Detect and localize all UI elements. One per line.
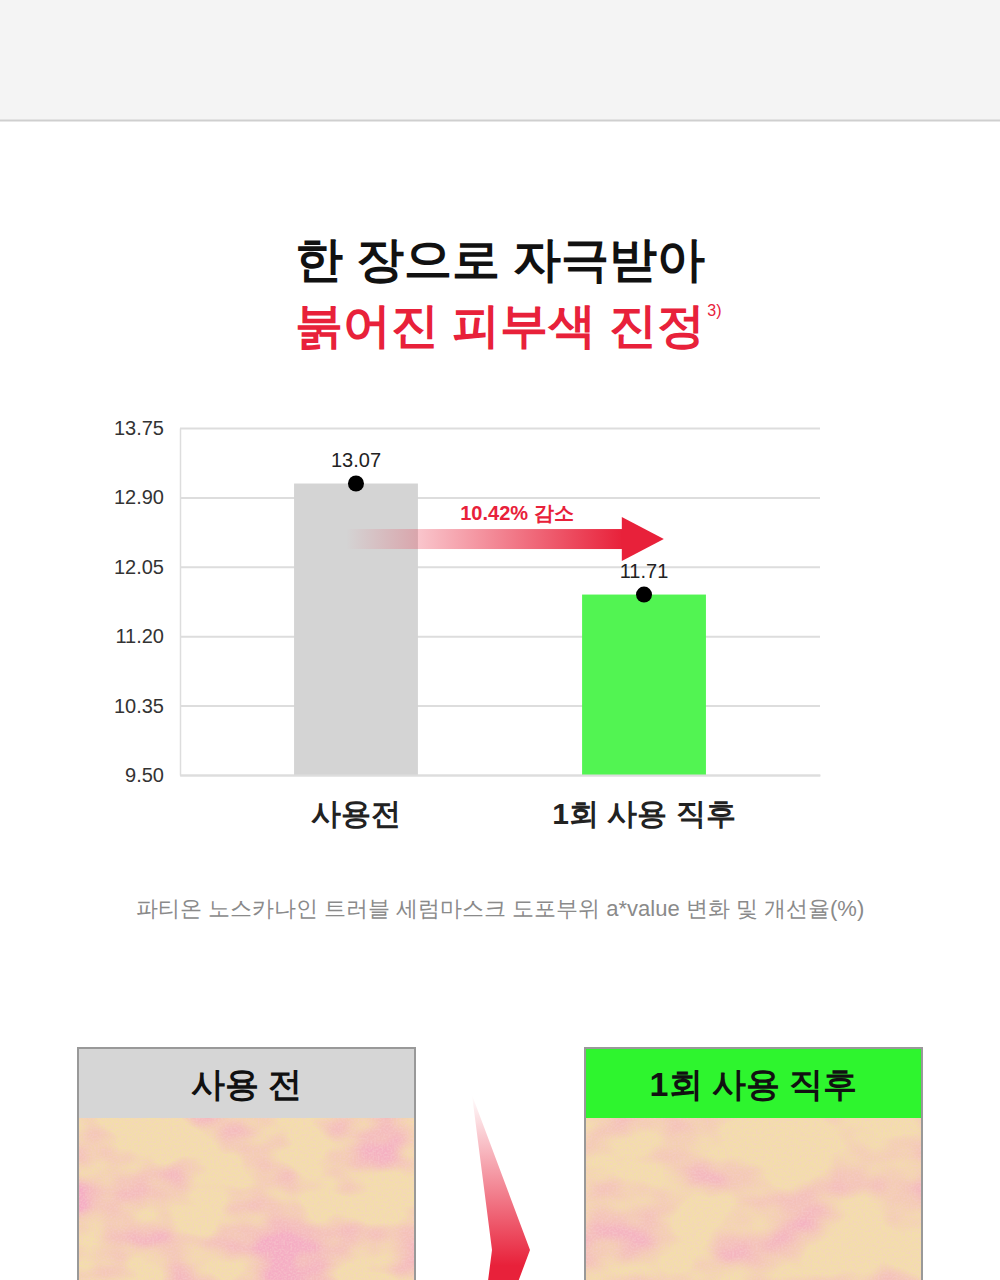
panel-frame (585, 1048, 922, 1280)
grid-line (180, 636, 820, 638)
page: 한 장으로 자극받아붉어진 피부색 진정3) 9.50 10.35 11.20 12.0… (0, 0, 1000, 1280)
plot-area (294, 476, 706, 775)
chevron (472, 1095, 530, 1280)
value-dot (348, 476, 364, 492)
footnote-mark: 3) (707, 302, 721, 319)
y-tick-label: 9.50 (125, 764, 164, 786)
x-axis-line (181, 775, 821, 777)
x-axis: 사용전 1회 사용 직후 (181, 775, 821, 830)
photo (78, 1118, 415, 1280)
x-tick: 사용전 (311, 775, 401, 830)
x-tick-label: 1회 사용 직후 (552, 797, 735, 830)
subtitle: 붉어진 피부색 진정 (295, 299, 706, 352)
x-tick-label: 사용전 (311, 797, 401, 830)
arrow-shaft (346, 529, 623, 549)
y-tick: 10.35 (114, 695, 820, 717)
y-tick-label: 10.35 (114, 695, 164, 717)
panel-label: 1회 사용 직후 (650, 1065, 858, 1103)
panel-label: 사용 전 (191, 1065, 302, 1103)
header-border (0, 120, 1000, 122)
panel-frame (78, 1048, 415, 1280)
grid-line (180, 775, 820, 777)
arrow-head (622, 517, 664, 561)
y-tick-label: 12.90 (114, 486, 164, 508)
y-tick: 11.20 (115, 625, 820, 647)
grid-line (180, 497, 820, 499)
caption: 파티온 노스카나인 트러블 세럼마스크 도포부위 a*value 변화 및 개선… (136, 896, 865, 921)
grid-line (180, 428, 820, 430)
y-tick-label: 11.20 (115, 625, 164, 647)
y-tick-label: 12.05 (114, 556, 164, 578)
grid-line (180, 705, 820, 707)
title: 한 장으로 자극받아 (295, 233, 706, 286)
data-label: 11.71 (620, 560, 669, 582)
photo-texture (585, 1118, 922, 1280)
annotation: 10.42% 감소 (460, 502, 573, 524)
y-axis: 9.50 10.35 11.20 12.05 12.90 13.75 (114, 417, 820, 786)
header-strip (0, 0, 1000, 120)
y-tick: 13.75 (114, 417, 820, 439)
photo-panel: 1회 사용 직후 (585, 1048, 922, 1280)
y-tick: 12.05 (114, 556, 820, 578)
photo-texture (78, 1118, 415, 1280)
x-tick: 1회 사용 직후 (552, 775, 735, 830)
bar (294, 484, 418, 775)
photo (585, 1118, 922, 1280)
panel-header (585, 1048, 922, 1118)
data-label: 13.07 (331, 449, 381, 471)
photo-panel: 사용 전 (78, 1048, 415, 1280)
y-tick-label: 13.75 (114, 417, 164, 439)
y-axis-line (180, 429, 182, 776)
grid-line (180, 566, 820, 568)
panel-header (78, 1048, 415, 1118)
y-tick: 9.50 (125, 764, 820, 786)
bar (582, 595, 706, 775)
value-dot (636, 587, 652, 603)
